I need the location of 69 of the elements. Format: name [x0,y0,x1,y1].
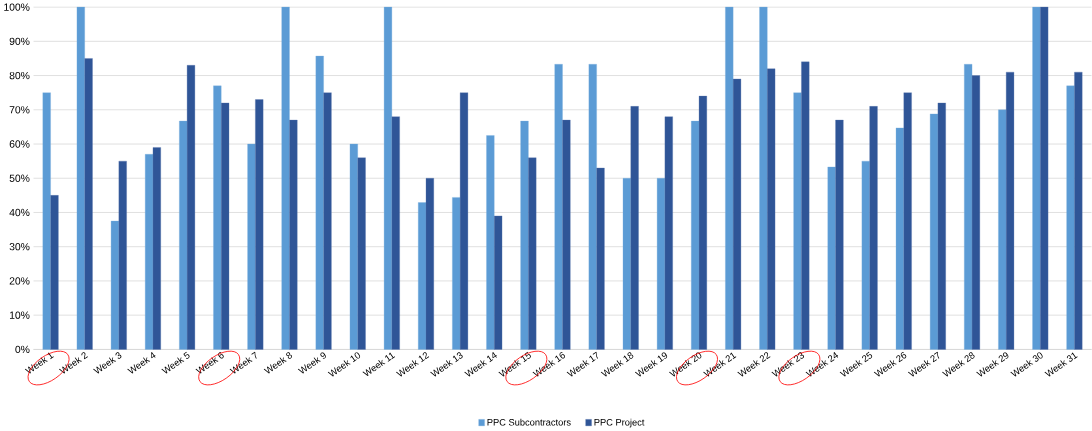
bar [1032,6,1041,350]
bar [76,6,85,350]
bar [767,68,776,350]
bar [152,147,161,350]
y-tick-label: 90% [9,37,30,45]
bar [835,119,844,350]
legend-label: PPC Subcontractors [487,418,571,426]
bar [903,92,912,350]
bar [42,92,51,350]
bar [554,64,563,350]
bar [869,106,878,350]
bar [520,120,529,350]
bar [1066,85,1075,350]
y-tick-label: 80% [9,71,30,80]
y-tick-label: 40% [9,208,30,217]
bar [588,64,597,350]
bar [895,127,904,350]
bar [929,113,939,350]
y-tick-label: 50% [9,174,30,182]
bar [759,6,768,350]
y-tick-label: 10% [9,311,30,319]
bar [1040,6,1049,350]
y-tick-label: 70% [9,106,30,114]
bar [937,102,946,350]
y-tick-label: 60% [9,140,30,148]
bar [664,116,673,350]
bar [622,177,631,350]
legend-label: PPC Project [594,418,645,428]
bar [221,102,230,350]
bar [528,157,537,350]
bar [596,167,605,350]
y-tick-label: 100% [4,3,30,11]
bar [186,65,196,350]
bar [562,119,571,350]
bar [391,116,400,350]
y-tick-label: 30% [9,242,30,251]
bar [630,106,639,350]
bar [247,143,256,350]
bar [998,109,1007,350]
bar [725,6,734,350]
bar [323,92,332,350]
bar [494,215,503,350]
bar [110,220,120,350]
bar [281,6,290,350]
bar [861,160,870,350]
bar [459,92,469,350]
bar [383,6,393,350]
bar [1006,71,1015,350]
bar [357,157,366,350]
bar [84,58,93,350]
bar [801,61,810,350]
bar [698,95,707,350]
bar [656,177,666,350]
bar [732,78,742,350]
bar [793,92,802,350]
bar [349,143,358,350]
y-tick-label: 20% [9,277,30,285]
bar [315,55,324,350]
bar [118,160,127,350]
bar [213,85,222,350]
bar [50,195,59,350]
bar [289,119,298,350]
bar [486,135,495,350]
bar [1074,71,1083,350]
y-tick-label: 0% [15,345,30,353]
bar [827,166,836,350]
bar [425,177,434,350]
bar [255,99,264,350]
bar [971,75,980,350]
